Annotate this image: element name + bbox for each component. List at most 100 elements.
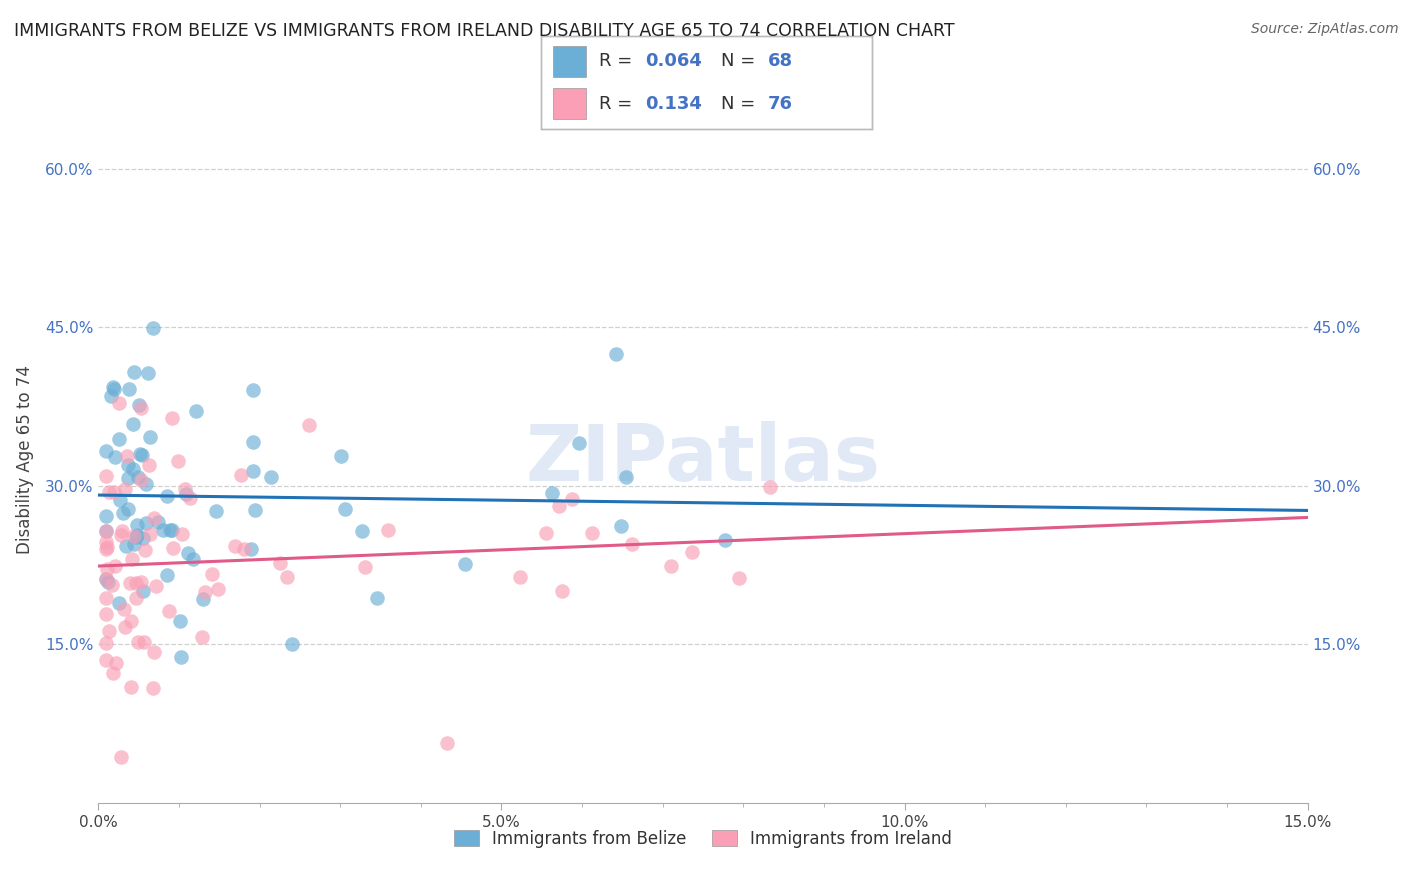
Point — [98, 484, 121, 499]
Point — [108, 433, 131, 447]
Point — [138, 429, 160, 443]
FancyBboxPatch shape — [553, 46, 586, 77]
Text: Source: ZipAtlas.com: Source: ZipAtlas.com — [1251, 22, 1399, 37]
Point — [509, 570, 531, 584]
Point — [207, 582, 229, 596]
Point — [96, 469, 118, 483]
Point — [333, 502, 356, 516]
Point — [146, 516, 169, 530]
Point — [167, 454, 190, 468]
Point — [298, 418, 321, 433]
Point — [128, 398, 150, 412]
Point — [96, 607, 118, 621]
Point — [136, 366, 159, 380]
Point — [96, 534, 118, 549]
Point — [103, 383, 125, 397]
Point — [142, 681, 165, 695]
Point — [96, 524, 118, 538]
Point — [117, 502, 139, 516]
Point — [127, 634, 149, 648]
Point — [169, 614, 191, 628]
Point — [179, 491, 201, 505]
Point — [122, 365, 145, 379]
Point — [610, 519, 633, 533]
Point — [108, 396, 131, 410]
Point — [561, 491, 583, 506]
Point — [714, 533, 737, 548]
Point — [281, 637, 304, 651]
Point — [159, 524, 181, 538]
Point — [112, 602, 135, 616]
Point — [111, 524, 134, 538]
Point — [96, 653, 118, 667]
Point — [121, 462, 143, 476]
Point — [436, 736, 458, 750]
Point — [131, 448, 153, 462]
Point — [129, 574, 152, 589]
Point — [156, 490, 179, 504]
Point — [103, 485, 125, 500]
Point — [174, 487, 197, 501]
Point — [157, 604, 180, 618]
Point — [103, 380, 125, 394]
Point — [110, 750, 132, 764]
Point — [231, 468, 253, 483]
Point — [114, 620, 136, 634]
Point — [350, 524, 373, 539]
Point — [758, 480, 780, 494]
Point — [101, 666, 124, 681]
Text: 0.064: 0.064 — [645, 53, 702, 70]
FancyBboxPatch shape — [553, 88, 586, 119]
Point — [129, 447, 152, 461]
Point — [143, 645, 166, 659]
Point — [242, 464, 264, 478]
Point — [201, 566, 224, 581]
Point — [242, 435, 264, 450]
Point — [96, 541, 118, 556]
Point — [540, 485, 562, 500]
Point — [659, 559, 682, 574]
Point — [104, 558, 127, 573]
Point — [193, 592, 215, 607]
Point — [127, 469, 149, 483]
Point — [125, 591, 148, 605]
Point — [127, 528, 149, 542]
Point — [194, 584, 217, 599]
Point — [177, 546, 200, 560]
Point — [96, 591, 118, 606]
Point — [276, 570, 298, 584]
Text: N =: N = — [721, 53, 762, 70]
Point — [142, 321, 165, 335]
Point — [96, 524, 118, 538]
Point — [96, 541, 118, 555]
Point — [118, 382, 141, 396]
Point — [139, 527, 162, 541]
Point — [454, 558, 477, 572]
Point — [129, 401, 152, 415]
Point — [681, 545, 703, 559]
Point — [354, 560, 377, 574]
Point — [129, 473, 152, 487]
Point — [117, 449, 139, 463]
Point — [127, 517, 149, 532]
Point — [124, 530, 146, 544]
Text: 68: 68 — [768, 53, 793, 70]
Point — [551, 583, 574, 598]
Point — [547, 499, 569, 513]
Point — [96, 572, 118, 586]
Text: ZIPatlas: ZIPatlas — [526, 421, 880, 498]
Point — [100, 388, 122, 402]
Point — [107, 596, 129, 610]
Point — [156, 568, 179, 582]
Point — [152, 523, 174, 537]
Point — [224, 539, 246, 553]
Point — [124, 529, 146, 543]
Point — [143, 511, 166, 525]
Point — [614, 470, 637, 484]
Point — [145, 579, 167, 593]
Point — [104, 450, 127, 464]
Point — [135, 516, 157, 530]
Point — [132, 531, 155, 545]
Point — [96, 561, 118, 575]
Point — [120, 680, 142, 694]
